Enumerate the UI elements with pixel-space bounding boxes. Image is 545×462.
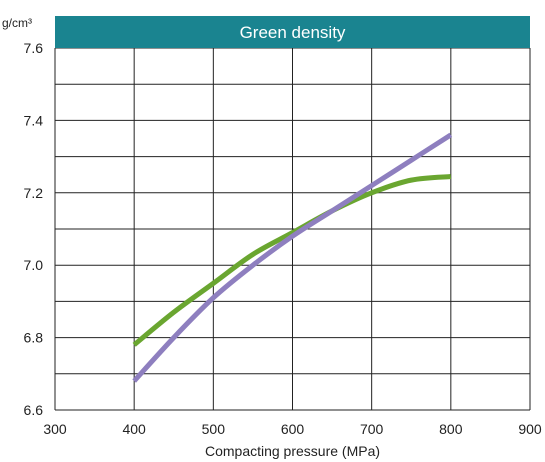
- x-axis-label: Compacting pressure (MPa): [205, 443, 380, 459]
- x-tick-label: 400: [122, 421, 146, 437]
- series-layer: [132, 132, 453, 383]
- x-tick-label: 700: [360, 421, 384, 437]
- series-line-1: [132, 174, 452, 347]
- x-tick-label: 500: [202, 421, 226, 437]
- y-axis-unit-label: g/cm³: [2, 16, 32, 30]
- x-tick-label: 800: [439, 421, 463, 437]
- y-tick-label: 7.4: [24, 112, 44, 128]
- x-tick-labels: 300 400 500 600 700 800 900: [43, 421, 542, 437]
- y-tick-label: 7.0: [24, 257, 44, 273]
- grid-layer: [54, 47, 531, 411]
- y-tick-label: 7.6: [24, 40, 44, 56]
- y-tick-label: 6.6: [24, 402, 44, 418]
- y-tick-label: 6.8: [24, 330, 44, 346]
- y-tick-label: 7.2: [24, 185, 44, 201]
- y-tick-labels: 6.6 6.8 7.0 7.2 7.4 7.6: [24, 40, 44, 418]
- title-bar: [55, 16, 530, 48]
- series-line-2: [132, 132, 453, 383]
- x-tick-label: 300: [43, 421, 67, 437]
- chart-title: Green density: [240, 23, 346, 42]
- x-tick-label: 900: [518, 421, 542, 437]
- x-tick-label: 600: [281, 421, 305, 437]
